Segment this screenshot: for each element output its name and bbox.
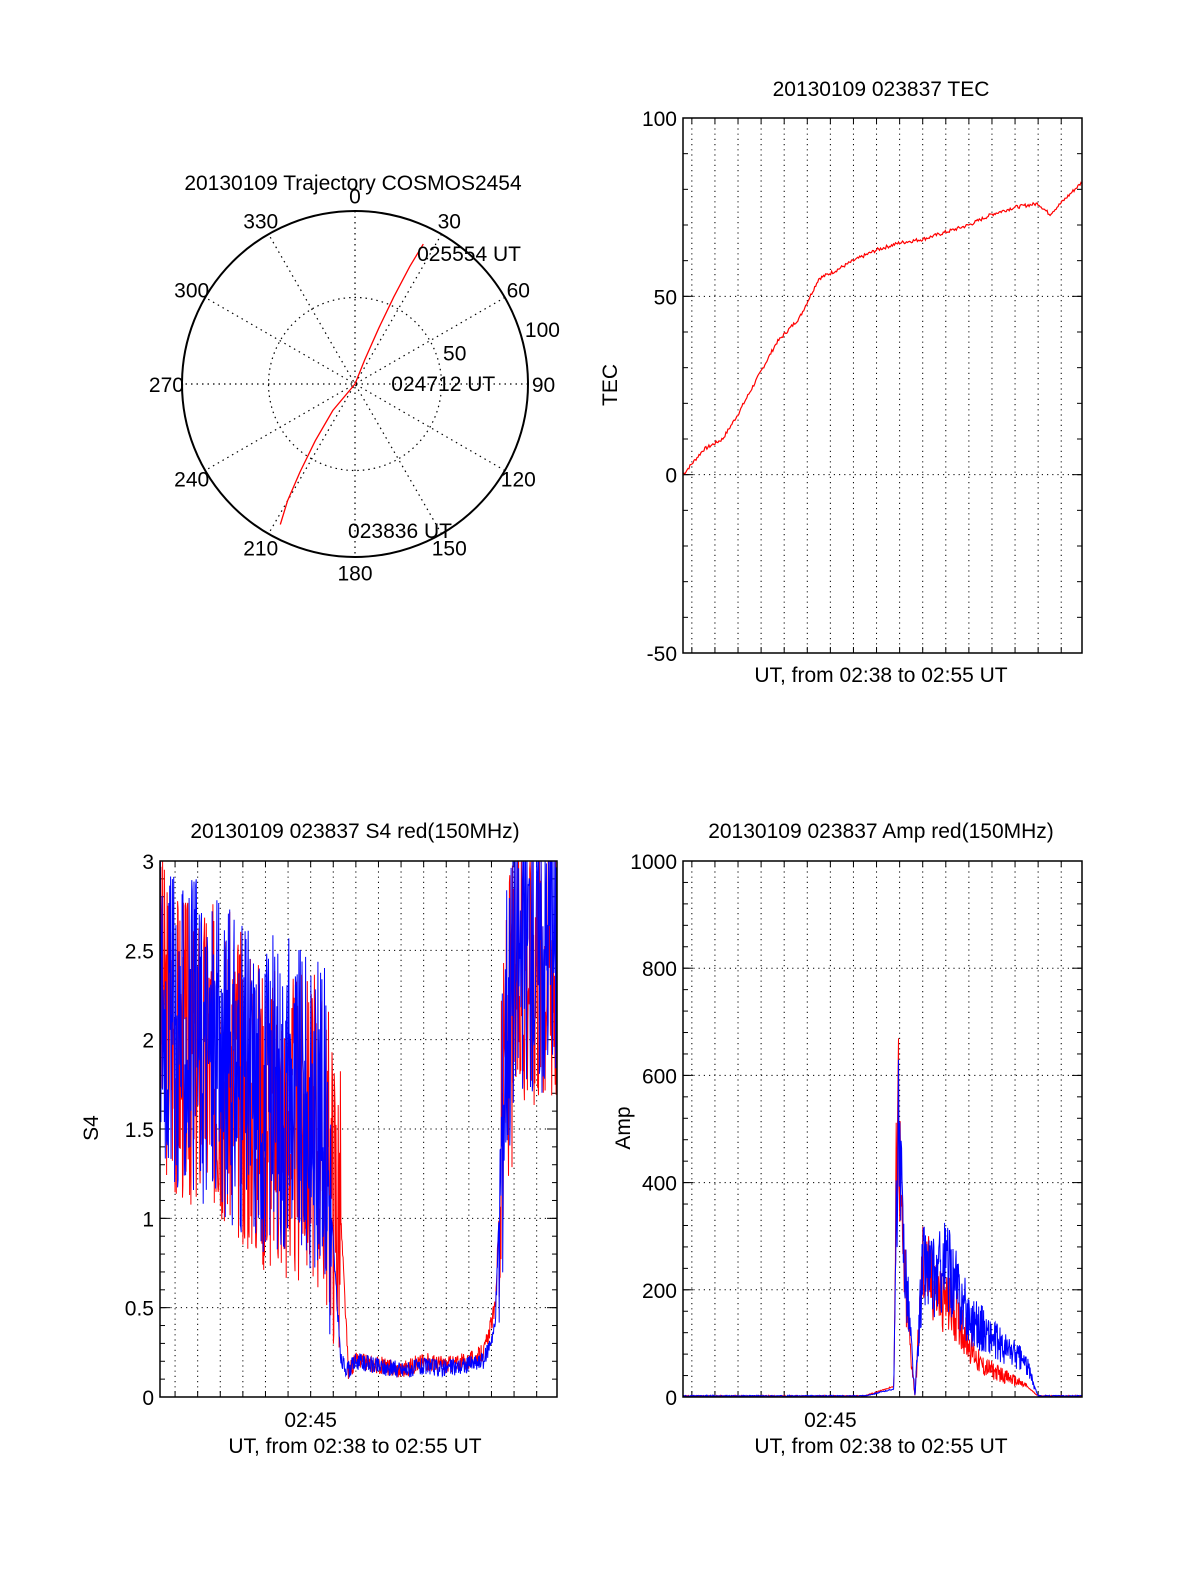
y-tick-label: 200: [642, 1280, 677, 1303]
x-tick-label: 02:45: [804, 1409, 857, 1432]
y-tick-label: 2.5: [125, 940, 154, 963]
polar-radial-label: 50: [443, 342, 466, 365]
y-tick-label: 1000: [630, 851, 677, 874]
y-tick-label: 400: [642, 1173, 677, 1196]
polar-azimuth-label: 60: [507, 280, 530, 303]
polar-ring-50: [267, 296, 443, 472]
trajectory-track-line: [279, 243, 424, 525]
plot-frame: [159, 860, 558, 1398]
plot-frame: [682, 117, 1083, 654]
polar-labels: 0 30 60 90 120 150 180 210 240 270 300 330 50 100: [149, 185, 560, 585]
s4-chart: 20130109 023837 S4 red(150MHz) S4 UT, fr…: [80, 820, 558, 1458]
polar-azimuth-label: 270: [149, 374, 184, 397]
y-tick-label: 0: [142, 1387, 154, 1410]
y-tick-label: 3: [142, 851, 154, 874]
series-line-1: [683, 1059, 1083, 1398]
trajectory-title: 20130109 Trajectory COSMOS2454: [184, 172, 522, 195]
s4-plot-area: 0 0.5 1 1.5 2 2.5 3 02:45: [125, 851, 558, 1432]
tec-plot-area: -50 0 50 100: [642, 108, 1083, 666]
trajectory-time-annotation: 023836 UT: [348, 520, 452, 543]
tec-title: 20130109 023837 TEC: [773, 78, 990, 101]
series-line-0: [682, 1038, 1083, 1398]
polar-azimuth-label: 240: [174, 468, 209, 491]
polar-annotations: 025554 UT 024712 UT 023836 UT: [348, 243, 521, 543]
series-line-1: [159, 860, 558, 1379]
polar-azimuth-label: 330: [243, 211, 278, 234]
y-tick-label: 1: [142, 1208, 154, 1231]
trajectory-time-annotation: 025554 UT: [417, 243, 521, 266]
y-tick-label: 0.5: [125, 1298, 154, 1321]
polar-azimuth-label: 90: [532, 374, 555, 397]
polar-azimuth-label: 300: [174, 280, 209, 303]
plot-frame: [682, 860, 1083, 1398]
polar-track: [279, 243, 424, 525]
polar-azimuth-label: 150: [432, 537, 467, 560]
s4-title: 20130109 023837 S4 red(150MHz): [190, 820, 519, 843]
x-tick-label: 02:45: [284, 1409, 337, 1432]
polar-azimuth-label: 30: [438, 211, 461, 234]
amp-title: 20130109 023837 Amp red(150MHz): [708, 820, 1054, 843]
tec-ylabel: TEC: [599, 364, 622, 406]
y-tick-label: 800: [642, 958, 677, 981]
amp-ylabel: Amp: [612, 1106, 635, 1149]
polar-radial-label: 100: [525, 319, 560, 342]
amp-plot-area: 0 200 400 600 800 1000 02:45: [630, 851, 1083, 1432]
trajectory-time-annotation: 024712 UT: [391, 373, 495, 396]
s4-xlabel: UT, from 02:38 to 02:55 UT: [228, 1435, 481, 1458]
y-tick-label: -50: [647, 643, 677, 666]
tec-xlabel: UT, from 02:38 to 02:55 UT: [754, 664, 1007, 687]
series-line-0: [682, 181, 1083, 476]
tec-chart: 20130109 023837 TEC TEC UT, from 02:38 t…: [599, 78, 1083, 687]
polar-grid: [181, 210, 529, 558]
polar-azimuth-label: 120: [501, 468, 536, 491]
y-tick-label: 600: [642, 1065, 677, 1088]
y-tick-label: 1.5: [125, 1119, 154, 1142]
y-tick-label: 0: [665, 1387, 677, 1410]
trajectory-polar-chart: 20130109 Trajectory COSMOS2454 0 30 60 90 12…: [149, 172, 560, 586]
y-tick-label: 100: [642, 108, 677, 131]
amp-xlabel: UT, from 02:38 to 02:55 UT: [754, 1435, 1007, 1458]
y-tick-label: 2: [142, 1030, 154, 1053]
y-tick-label: 50: [654, 286, 677, 309]
polar-azimuth-label: 180: [337, 563, 372, 586]
polar-azimuth-label: 0: [349, 185, 361, 208]
amp-chart: 20130109 023837 Amp red(150MHz) Amp UT, …: [612, 820, 1083, 1458]
y-tick-label: 0: [665, 465, 677, 488]
polar-azimuth-label: 210: [243, 537, 278, 560]
s4-ylabel: S4: [80, 1115, 103, 1141]
